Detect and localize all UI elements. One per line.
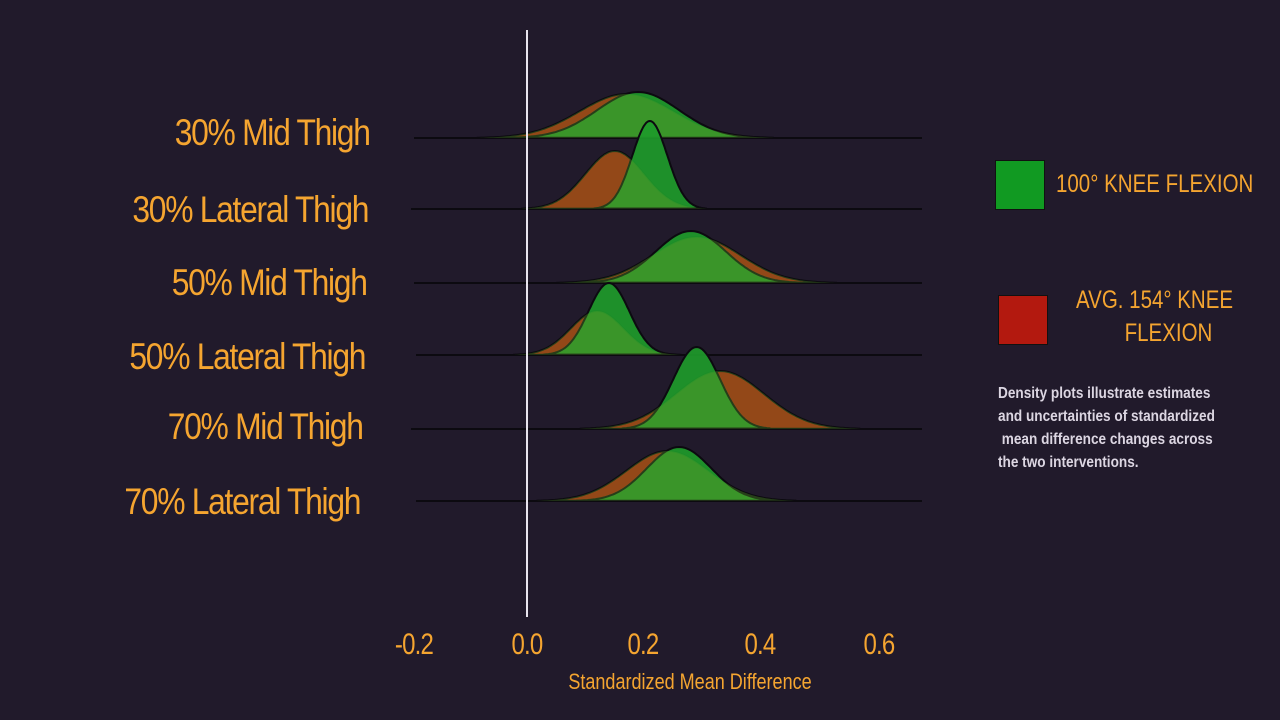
x-tick: -0.2	[394, 628, 434, 661]
chart-description: Density plots illustrate estimates and u…	[998, 382, 1245, 474]
note-line: mean difference changes across	[998, 431, 1213, 448]
density-overlap	[476, 94, 774, 138]
note-line: the two interventions.	[998, 454, 1139, 471]
legend-swatch-red	[998, 295, 1048, 345]
legend-swatch-green	[995, 160, 1045, 210]
density-green-100deg	[507, 90, 768, 139]
legend-label-green: 100° KNEE FLEXION	[1056, 170, 1254, 198]
density-green-100deg	[621, 345, 771, 430]
note-line: Density plots illustrate estimates	[998, 385, 1211, 402]
legend-label-red-line2: FLEXION	[1124, 319, 1213, 347]
density-overlap	[521, 151, 707, 209]
density-overlap	[556, 237, 837, 283]
density-overlap	[536, 451, 797, 501]
row-label: 70% Lateral Thigh	[124, 481, 361, 522]
density-green-100deg	[576, 445, 783, 502]
density-ridges	[411, 90, 922, 502]
x-tick: 0.0	[511, 628, 544, 661]
row-label: 70% Mid Thigh	[168, 406, 364, 447]
x-tick: 0.6	[863, 628, 896, 661]
row-label: 50% Lateral Thigh	[129, 336, 366, 377]
note-line: and uncertainties of standardized	[998, 408, 1215, 425]
row-label: 30% Mid Thigh	[175, 112, 371, 153]
x-tick: 0.4	[744, 628, 777, 661]
density-green-100deg	[593, 119, 706, 210]
density-green-100deg	[543, 281, 674, 356]
x-axis-title: Standardized Mean Difference	[568, 669, 812, 694]
row-label: 50% Mid Thigh	[172, 262, 368, 303]
legend-label-red: AVG. 154° KNEE FLEXION	[1076, 284, 1233, 350]
x-tick: 0.2	[627, 628, 660, 661]
row-label: 30% Lateral Thigh	[132, 189, 369, 230]
legend-label-red-line1: AVG. 154° KNEE	[1076, 286, 1234, 314]
density-overlap	[513, 311, 682, 355]
density-green-100deg	[578, 229, 802, 284]
density-overlap	[579, 371, 861, 429]
